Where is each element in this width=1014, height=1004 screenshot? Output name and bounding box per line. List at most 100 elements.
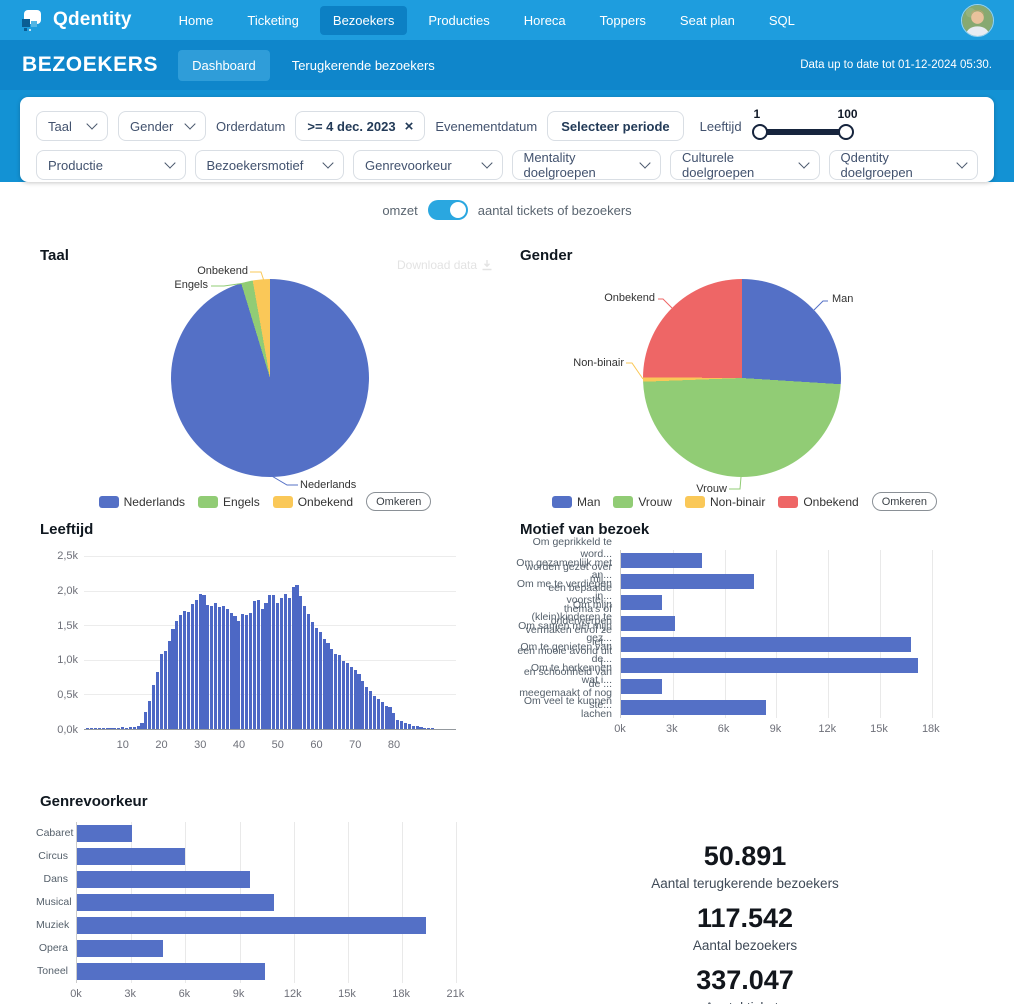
bar [77, 848, 185, 865]
download-data-link[interactable]: Download data [397, 258, 493, 272]
mentality-doelgroepen-filter-select[interactable]: Mentality doelgroepen [512, 150, 662, 180]
slider-handle-max[interactable] [838, 124, 854, 140]
x-axis-tick-label: 18k [392, 988, 410, 1000]
gender-chart-title: Gender [520, 247, 573, 264]
histogram-bar [419, 727, 422, 729]
legend-item[interactable]: Onbekend [778, 495, 858, 509]
productie-filter-label: Productie [48, 158, 103, 173]
tab-dashboard[interactable]: Dashboard [178, 50, 270, 81]
histogram-bar [156, 672, 159, 729]
y-axis-tick-label: 0,0k [57, 724, 78, 736]
nav-item-toppers[interactable]: Toppers [587, 6, 659, 35]
legend-item[interactable]: Vrouw [613, 495, 672, 509]
nav-item-ticketing[interactable]: Ticketing [234, 6, 312, 35]
bezoekersmotief-filter-select[interactable]: Bezoekersmotief [195, 150, 345, 180]
close-icon[interactable]: × [405, 119, 414, 134]
stat-value: 50.891 [600, 840, 890, 873]
legend-swatch-icon [198, 496, 218, 508]
nav-item-home[interactable]: Home [166, 6, 227, 35]
y-axis-tick-label: 1,5k [57, 620, 78, 632]
x-axis-tick-label: 10 [117, 739, 129, 751]
legend-label: Non-binair [710, 495, 765, 509]
toggle-label-aantal: aantal tickets of bezoekers [478, 203, 632, 218]
orderdatum-label: Orderdatum [216, 119, 285, 134]
genre-plot-area [76, 822, 469, 983]
nav-item-producties[interactable]: Producties [415, 6, 502, 35]
histogram-bar [152, 685, 155, 729]
category-label: Om veel te kunnen lachen [514, 697, 612, 718]
mentality-doelgroepen-filter-label: Mentality doelgroepen [524, 150, 632, 180]
evenementdatum-label: Evenementdatum [435, 119, 537, 134]
histogram-bar [427, 728, 430, 729]
bar [621, 595, 662, 610]
gender-filter-select[interactable]: Gender [118, 111, 206, 141]
histogram-bar [272, 595, 275, 729]
histogram-bar [253, 601, 256, 729]
histogram-bar [233, 616, 236, 729]
leeftijd-histogram: 0,0k0,5k1,0k1,5k2,0k2,5k 102030405060708… [40, 552, 460, 752]
tabs: Dashboard Terugkerende bezoekers [178, 50, 449, 81]
sub-navigation-bar: BEZOEKERS Dashboard Terugkerende bezoeke… [0, 40, 1014, 90]
histogram-bar [148, 701, 151, 729]
qdentity-logo[interactable]: Qdentity [20, 7, 132, 33]
qdentity-logo-text: Qdentity [53, 9, 132, 31]
stat-label: Aantal bezoekers [600, 938, 890, 953]
legend-label: Nederlands [124, 495, 185, 509]
y-axis-tick-label: 2,0k [57, 585, 78, 597]
category-label: Opera [36, 937, 68, 960]
histogram-bar [133, 727, 136, 729]
legend-item[interactable]: Non-binair [685, 495, 765, 509]
leeftijd-max-value: 100 [838, 107, 858, 121]
nav-item-sql[interactable]: SQL [756, 6, 808, 35]
x-axis-tick-label: 3k [124, 988, 136, 1000]
genre-category-axis: CabaretCircusDansMusicalMuziekOperaTonee… [36, 822, 76, 983]
taal-omkeren-button[interactable]: Omkeren [366, 492, 431, 511]
legend-item[interactable]: Man [552, 495, 600, 509]
legend-item[interactable]: Nederlands [99, 495, 185, 509]
nav-item-bezoekers[interactable]: Bezoekers [320, 6, 407, 35]
histogram-bar [140, 723, 143, 729]
legend-item[interactable]: Onbekend [273, 495, 353, 509]
stat-value: 337.047 [600, 964, 890, 997]
histogram-bar [98, 728, 101, 729]
nav-item-seat-plan[interactable]: Seat plan [667, 6, 748, 35]
histogram-bar [416, 726, 419, 729]
histogram-bar [338, 655, 341, 729]
taal-pie-chart [171, 279, 369, 477]
histogram-bar [210, 606, 213, 729]
x-axis-tick-label: 12k [284, 988, 302, 1000]
productie-filter-select[interactable]: Productie [36, 150, 186, 180]
gender-omkeren-button[interactable]: Omkeren [872, 492, 937, 511]
taal-filter-label: Taal [48, 119, 72, 134]
gender-pie-chart [643, 279, 841, 477]
histogram-bar [385, 706, 388, 729]
qdentity-doelgroepen-filter-select[interactable]: Qdentity doelgroepen [829, 150, 979, 180]
bar [77, 825, 132, 842]
x-axis-tick-label: 50 [272, 739, 284, 751]
slider-handle-min[interactable] [752, 124, 768, 140]
orderdatum-chip[interactable]: >= 4 dec. 2023 × [295, 111, 425, 141]
metric-toggle-switch[interactable] [428, 200, 468, 220]
bar [77, 894, 274, 911]
genrevoorkeur-filter-select[interactable]: Genrevoorkeur [353, 150, 503, 180]
histogram-bar [299, 596, 302, 729]
histogram-bar [102, 728, 105, 729]
culturele-doelgroepen-filter-select[interactable]: Culturele doelgroepen [670, 150, 820, 180]
histogram-bar [295, 585, 298, 729]
bar [77, 917, 426, 934]
histogram-bar [423, 728, 426, 729]
legend-label: Onbekend [298, 495, 353, 509]
user-avatar[interactable] [961, 4, 994, 37]
histogram-bar [369, 691, 372, 729]
tab-terugkerende-bezoekers[interactable]: Terugkerende bezoekers [278, 50, 449, 81]
histogram-bar [315, 628, 318, 729]
nav-item-horeca[interactable]: Horeca [511, 6, 579, 35]
histogram-bar [164, 651, 167, 729]
histogram-bar [202, 595, 205, 729]
chevron-down-icon [184, 118, 195, 129]
histogram-bar [346, 663, 349, 729]
taal-filter-select[interactable]: Taal [36, 111, 108, 141]
histogram-bar [357, 674, 360, 729]
legend-item[interactable]: Engels [198, 495, 260, 509]
selecteer-periode-button[interactable]: Selecteer periode [547, 111, 683, 141]
